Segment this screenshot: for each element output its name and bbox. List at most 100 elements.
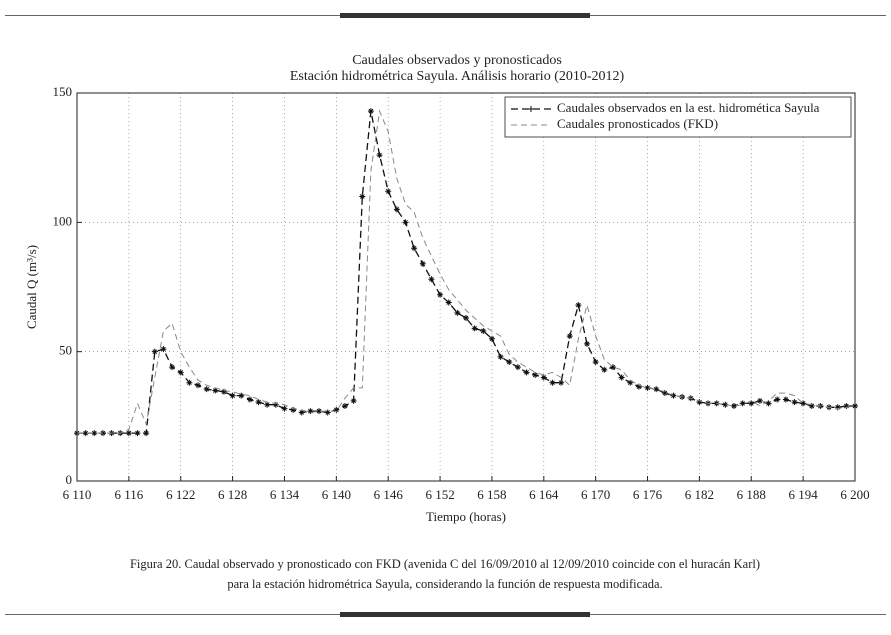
point-marker (91, 430, 98, 437)
x-tick-label: 6 146 (374, 487, 404, 502)
point-marker (566, 333, 573, 340)
point-marker (454, 309, 461, 316)
point-marker (341, 402, 348, 409)
point-marker (471, 325, 478, 332)
x-tick-label: 6 122 (166, 487, 195, 502)
point-marker (808, 402, 815, 409)
point-marker (601, 366, 608, 373)
point-marker (169, 364, 176, 371)
point-marker (229, 392, 236, 399)
plot-frame (76, 92, 856, 482)
point-marker (575, 302, 582, 309)
x-tick-label: 6 134 (270, 487, 300, 502)
point-marker (203, 386, 210, 393)
x-axis-label: Tiempo (horas) (426, 509, 506, 524)
point-marker (722, 401, 729, 408)
x-tick-label: 6 164 (529, 487, 559, 502)
point-marker (238, 392, 245, 399)
point-marker (488, 335, 495, 342)
point-marker (584, 340, 591, 347)
rule-ornament (340, 13, 590, 18)
legend-marker (528, 106, 534, 112)
point-marker (411, 245, 418, 252)
y-tick-label: 0 (66, 472, 73, 487)
point-marker (143, 430, 150, 437)
x-tick-label: 6 188 (737, 487, 766, 502)
point-marker (437, 291, 444, 298)
legend-box (504, 96, 852, 138)
point-marker (730, 402, 737, 409)
point-marker (428, 276, 435, 283)
point-marker (264, 401, 271, 408)
point-marker (765, 400, 772, 407)
point-marker (333, 406, 340, 413)
legend-label: Caudales observados en la est. hidrométi… (557, 100, 820, 115)
point-marker (644, 384, 651, 391)
point-marker (393, 206, 400, 213)
point-marker (134, 430, 141, 437)
point-marker (298, 409, 305, 416)
point-marker (316, 408, 323, 415)
chart-subtitle: Estación hidrométrica Sayula. Análisis h… (290, 69, 625, 84)
x-tick-label: 6 110 (63, 487, 92, 502)
point-marker (220, 388, 227, 395)
x-tick-label: 6 170 (581, 487, 610, 502)
point-marker (419, 260, 426, 267)
point-marker (350, 397, 357, 404)
x-tick-label: 6 194 (789, 487, 819, 502)
point-marker (497, 353, 504, 360)
point-marker (125, 430, 132, 437)
point-marker (739, 400, 746, 407)
point-marker (506, 359, 513, 366)
point-marker (653, 386, 660, 393)
x-tick-label: 6 128 (218, 487, 247, 502)
point-marker (532, 371, 539, 378)
point-marker (307, 408, 314, 415)
point-marker (272, 401, 279, 408)
point-marker (445, 299, 452, 306)
point-marker (255, 399, 262, 406)
point-marker (756, 397, 763, 404)
point-marker (618, 374, 625, 381)
legend-label: Caudales pronosticados (FKD) (557, 116, 718, 131)
point-marker (82, 430, 89, 437)
point-marker (514, 364, 521, 371)
point-marker (782, 396, 789, 403)
x-tick-label: 6 152 (425, 487, 454, 502)
point-marker (627, 379, 634, 386)
point-marker (367, 108, 374, 115)
x-tick-label: 6 182 (685, 487, 714, 502)
point-marker (791, 399, 798, 406)
y-tick-label: 100 (53, 213, 73, 228)
point-marker (748, 400, 755, 407)
point-marker (558, 379, 565, 386)
point-marker (359, 193, 366, 200)
point-marker (670, 392, 677, 399)
series-line (77, 110, 855, 434)
point-marker (246, 396, 253, 403)
point-marker (463, 315, 469, 322)
point-marker (212, 387, 219, 394)
point-marker (540, 374, 547, 381)
series-line (77, 109, 856, 434)
point-marker (635, 383, 642, 390)
point-marker (324, 409, 331, 416)
point-marker (402, 219, 409, 226)
point-marker (609, 364, 616, 371)
rule-ornament (340, 612, 590, 617)
point-marker (549, 379, 556, 386)
point-marker (186, 379, 193, 386)
point-marker (774, 396, 781, 403)
point-marker (696, 399, 703, 406)
x-tick-label: 6 116 (114, 487, 143, 502)
caption: Figura 20. Caudal observado y pronostica… (130, 557, 760, 571)
point-marker (195, 382, 202, 389)
point-marker (281, 405, 288, 412)
point-marker (160, 346, 167, 353)
point-marker (523, 369, 530, 376)
point-marker (800, 400, 807, 407)
chart-title: Caudales observados y pronosticados (352, 53, 562, 68)
x-tick-label: 6 176 (633, 487, 663, 502)
y-tick-label: 50 (59, 343, 72, 358)
